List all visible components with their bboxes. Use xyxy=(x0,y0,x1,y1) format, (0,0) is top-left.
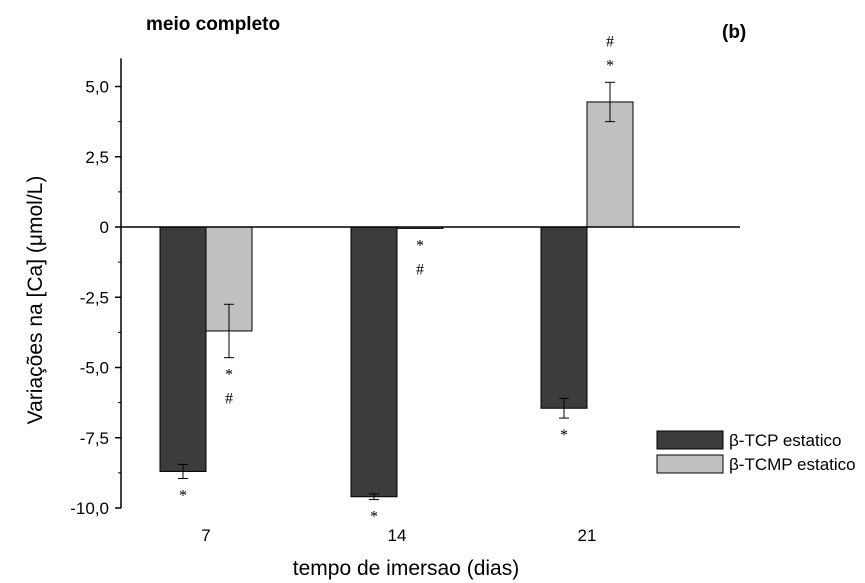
significance-marker: * xyxy=(370,509,378,526)
significance-marker: * xyxy=(560,427,568,444)
y-tick-label: 2,5 xyxy=(85,148,109,167)
significance-marker: # xyxy=(225,391,233,408)
bar-tcmp xyxy=(586,101,634,228)
significance-marker: # xyxy=(416,261,424,278)
significance-marker: # xyxy=(606,33,614,50)
panel-label: (b) xyxy=(722,22,746,43)
x-tick-label: 21 xyxy=(578,526,597,545)
x-tick-label: 14 xyxy=(388,526,407,545)
legend: β-TCP estatico β-TCMP estatico xyxy=(656,430,856,474)
significance-marker: * xyxy=(416,237,424,254)
legend-label-tcp: β-TCP estatico xyxy=(729,431,841,450)
bar-tcp xyxy=(540,226,588,409)
y-tick-label: -10,0 xyxy=(70,499,109,518)
legend-swatch-tcp xyxy=(656,430,724,450)
significance-markers: * * * * # * # # * xyxy=(179,33,614,525)
y-tick-label: -2,5 xyxy=(80,288,109,307)
y-tick-label: -7,5 xyxy=(80,429,109,448)
chart-title: meio completo xyxy=(146,14,280,35)
axes-layer xyxy=(120,58,740,508)
significance-marker: * xyxy=(179,487,187,504)
bar-tcp xyxy=(159,226,207,472)
significance-marker: * xyxy=(225,367,233,384)
y-tick-label: 5,0 xyxy=(85,78,109,97)
bar-tcp xyxy=(350,226,398,498)
y-tick-label: 0 xyxy=(100,218,109,237)
x-tick-label: 7 xyxy=(201,526,210,545)
legend-label-tcmp: β-TCMP estatico xyxy=(729,455,856,474)
ticks-layer: 5,0 2,5 0 -2,5 -5,0 -7,5 -10,0 7 14 21 xyxy=(70,78,596,546)
x-axis-title: tempo de imersao (dias) xyxy=(293,557,519,580)
y-axis-title: Variações na [Ca] (μmol/L) xyxy=(24,176,47,425)
legend-swatch-tcmp xyxy=(656,454,724,474)
y-tick-label: -5,0 xyxy=(80,359,109,378)
significance-marker: * xyxy=(606,57,614,74)
